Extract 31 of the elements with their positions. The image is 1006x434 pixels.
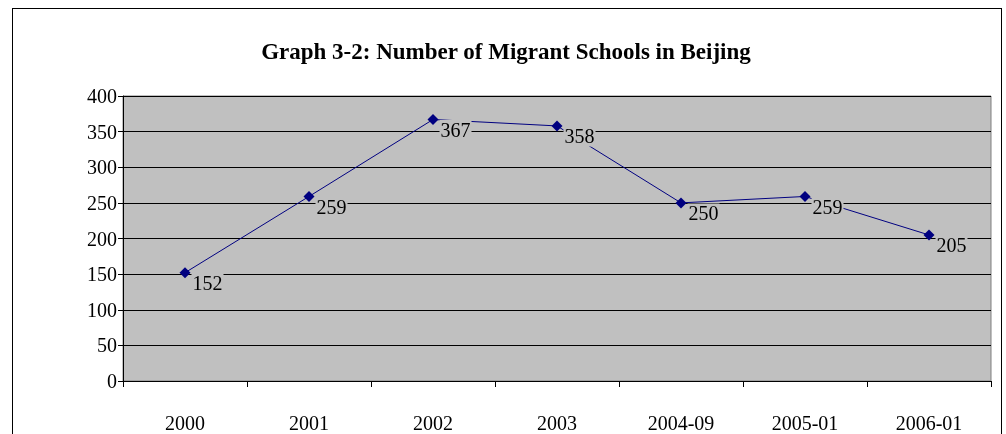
data-label: 250 — [688, 202, 719, 225]
y-tick-label: 200 — [87, 227, 117, 250]
y-tick-label: 400 — [87, 85, 117, 107]
data-label: 152 — [192, 272, 223, 295]
data-label: 367 — [440, 119, 471, 142]
point — [303, 190, 315, 202]
data-label: 205 — [936, 234, 967, 257]
x-tick-label: 2003 — [537, 412, 577, 434]
y-tick-label: 250 — [87, 191, 117, 214]
point — [427, 114, 439, 126]
x-tick-label: 2004-09 — [647, 412, 715, 434]
y-tick-label: 300 — [87, 156, 117, 179]
y-tick-label: 100 — [87, 298, 117, 321]
point — [923, 229, 935, 241]
x-tick-label: 2005-01 — [771, 412, 839, 434]
x-tick-label: 2002 — [413, 412, 453, 434]
point — [675, 197, 687, 209]
x-tick-label: 2006-01 — [895, 412, 963, 434]
y-tick-label: 350 — [87, 120, 117, 143]
y-tick-label: 150 — [87, 263, 117, 286]
y-tick-label: 0 — [107, 370, 117, 392]
data-label: 358 — [564, 125, 595, 148]
point — [179, 267, 191, 279]
data-label: 259 — [812, 195, 843, 218]
data-label: 259 — [316, 195, 347, 218]
x-tick-label: 2000 — [165, 412, 205, 434]
x-tick-label: 2001 — [289, 412, 329, 434]
y-tick-label: 50 — [97, 334, 117, 357]
point — [799, 190, 811, 202]
chart-title: Graph 3-2: Number of Migrant Schools in Beijing — [261, 39, 752, 64]
point — [551, 120, 563, 132]
